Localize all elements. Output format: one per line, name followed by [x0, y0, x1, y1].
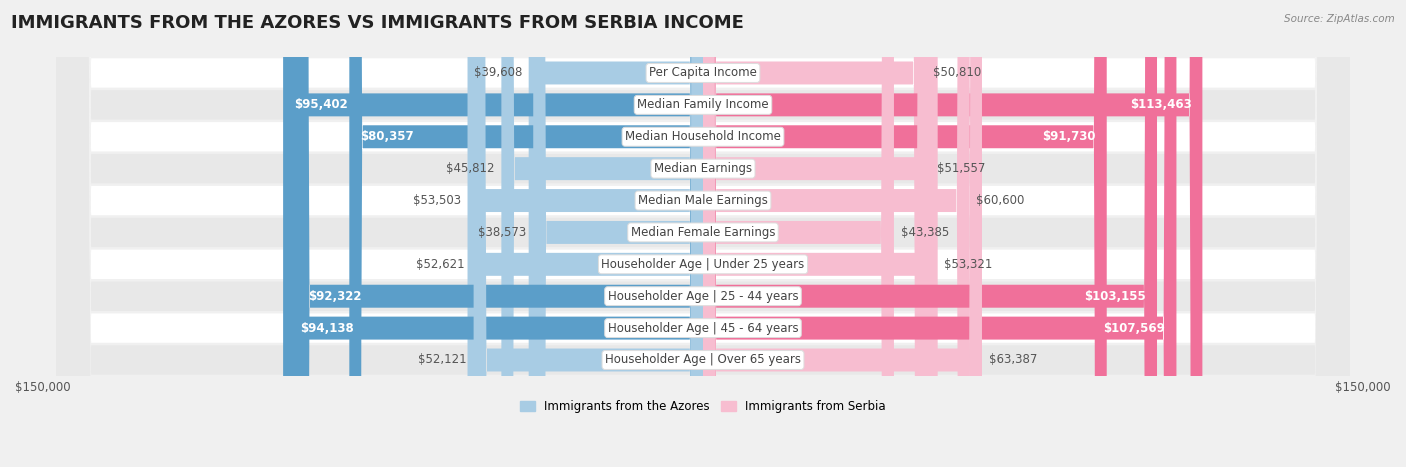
- FancyBboxPatch shape: [56, 0, 1350, 467]
- FancyBboxPatch shape: [474, 0, 703, 467]
- FancyBboxPatch shape: [703, 0, 970, 467]
- Text: $63,387: $63,387: [988, 354, 1038, 367]
- FancyBboxPatch shape: [502, 0, 703, 467]
- FancyBboxPatch shape: [703, 0, 981, 467]
- Text: $43,385: $43,385: [901, 226, 949, 239]
- FancyBboxPatch shape: [703, 0, 927, 467]
- Text: Median Male Earnings: Median Male Earnings: [638, 194, 768, 207]
- Text: Median Earnings: Median Earnings: [654, 162, 752, 175]
- FancyBboxPatch shape: [297, 0, 703, 467]
- FancyBboxPatch shape: [56, 0, 1350, 467]
- FancyBboxPatch shape: [471, 0, 703, 467]
- FancyBboxPatch shape: [703, 0, 938, 467]
- FancyBboxPatch shape: [56, 0, 1350, 467]
- Text: $95,402: $95,402: [294, 99, 347, 111]
- FancyBboxPatch shape: [529, 0, 703, 467]
- FancyBboxPatch shape: [56, 0, 1350, 467]
- FancyBboxPatch shape: [56, 0, 1350, 467]
- Text: $113,463: $113,463: [1129, 99, 1191, 111]
- Text: $39,608: $39,608: [474, 66, 522, 79]
- Text: $52,121: $52,121: [419, 354, 467, 367]
- FancyBboxPatch shape: [703, 0, 1107, 467]
- Legend: Immigrants from the Azores, Immigrants from Serbia: Immigrants from the Azores, Immigrants f…: [516, 396, 890, 418]
- Text: Householder Age | Under 25 years: Householder Age | Under 25 years: [602, 258, 804, 271]
- FancyBboxPatch shape: [283, 0, 703, 467]
- Text: $38,573: $38,573: [478, 226, 527, 239]
- Text: $91,730: $91,730: [1042, 130, 1095, 143]
- FancyBboxPatch shape: [703, 0, 1177, 467]
- FancyBboxPatch shape: [703, 0, 1157, 467]
- Text: Householder Age | 45 - 64 years: Householder Age | 45 - 64 years: [607, 322, 799, 335]
- FancyBboxPatch shape: [56, 0, 1350, 467]
- Text: $107,569: $107,569: [1104, 322, 1166, 335]
- Text: Householder Age | 25 - 44 years: Householder Age | 25 - 44 years: [607, 290, 799, 303]
- Text: Median Household Income: Median Household Income: [626, 130, 780, 143]
- FancyBboxPatch shape: [468, 0, 703, 467]
- Text: Householder Age | Over 65 years: Householder Age | Over 65 years: [605, 354, 801, 367]
- Text: $52,621: $52,621: [416, 258, 465, 271]
- Text: IMMIGRANTS FROM THE AZORES VS IMMIGRANTS FROM SERBIA INCOME: IMMIGRANTS FROM THE AZORES VS IMMIGRANTS…: [11, 14, 744, 32]
- FancyBboxPatch shape: [56, 0, 1350, 467]
- Text: Source: ZipAtlas.com: Source: ZipAtlas.com: [1284, 14, 1395, 24]
- Text: Median Family Income: Median Family Income: [637, 99, 769, 111]
- FancyBboxPatch shape: [56, 0, 1350, 467]
- FancyBboxPatch shape: [349, 0, 703, 467]
- Text: $60,600: $60,600: [976, 194, 1025, 207]
- FancyBboxPatch shape: [703, 0, 929, 467]
- Text: $50,810: $50,810: [934, 66, 981, 79]
- Text: $103,155: $103,155: [1084, 290, 1146, 303]
- FancyBboxPatch shape: [703, 0, 894, 467]
- FancyBboxPatch shape: [533, 0, 703, 467]
- Text: $92,322: $92,322: [308, 290, 361, 303]
- Text: $53,321: $53,321: [945, 258, 993, 271]
- FancyBboxPatch shape: [703, 0, 1202, 467]
- Text: $53,503: $53,503: [413, 194, 461, 207]
- FancyBboxPatch shape: [56, 0, 1350, 467]
- Text: $45,812: $45,812: [446, 162, 495, 175]
- Text: $94,138: $94,138: [299, 322, 353, 335]
- Text: $80,357: $80,357: [360, 130, 413, 143]
- Text: Median Female Earnings: Median Female Earnings: [631, 226, 775, 239]
- Text: Per Capita Income: Per Capita Income: [650, 66, 756, 79]
- FancyBboxPatch shape: [56, 0, 1350, 467]
- Text: $51,557: $51,557: [936, 162, 984, 175]
- FancyBboxPatch shape: [288, 0, 703, 467]
